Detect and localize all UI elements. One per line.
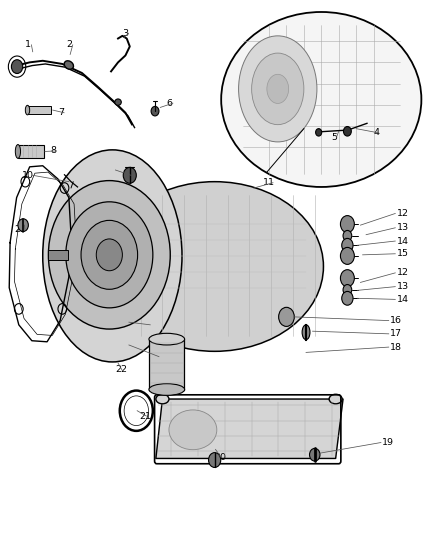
Ellipse shape	[329, 394, 342, 404]
Text: 23: 23	[122, 341, 134, 350]
Circle shape	[208, 453, 221, 467]
Text: 10: 10	[22, 171, 34, 180]
Circle shape	[340, 247, 354, 264]
Circle shape	[343, 126, 351, 136]
Ellipse shape	[25, 106, 30, 115]
Circle shape	[343, 285, 352, 295]
Ellipse shape	[149, 333, 185, 345]
Ellipse shape	[15, 144, 21, 158]
Text: 3: 3	[122, 29, 128, 38]
Text: 17: 17	[390, 329, 402, 338]
Circle shape	[18, 219, 28, 231]
Text: 14: 14	[396, 237, 409, 246]
Circle shape	[96, 239, 122, 271]
Circle shape	[316, 128, 322, 136]
Text: 4: 4	[374, 128, 379, 138]
Bar	[18, 144, 44, 158]
Text: 13: 13	[396, 223, 409, 232]
Text: 24: 24	[122, 318, 134, 327]
Text: 25: 25	[14, 225, 26, 234]
Circle shape	[279, 308, 294, 326]
Text: 16: 16	[390, 316, 402, 325]
Text: 9: 9	[110, 166, 115, 174]
Text: 18: 18	[390, 343, 402, 352]
Circle shape	[342, 292, 353, 305]
Text: 8: 8	[50, 147, 56, 156]
Ellipse shape	[221, 12, 421, 187]
Bar	[149, 339, 184, 390]
Circle shape	[11, 60, 23, 74]
Text: 7: 7	[58, 108, 64, 117]
Ellipse shape	[169, 410, 217, 450]
Text: 20: 20	[215, 453, 226, 462]
Bar	[48, 249, 68, 260]
Text: 21: 21	[140, 411, 152, 421]
Circle shape	[81, 220, 138, 289]
Text: 12: 12	[396, 268, 409, 277]
Ellipse shape	[252, 53, 304, 125]
Circle shape	[340, 270, 354, 287]
Ellipse shape	[64, 61, 74, 69]
Circle shape	[342, 238, 353, 252]
Ellipse shape	[149, 384, 185, 395]
Text: 2: 2	[67, 41, 73, 50]
Text: 12: 12	[396, 209, 409, 218]
Ellipse shape	[156, 394, 169, 404]
Circle shape	[343, 230, 352, 241]
Ellipse shape	[43, 150, 182, 362]
Text: 22: 22	[116, 366, 127, 374]
Polygon shape	[156, 399, 343, 458]
Circle shape	[340, 216, 354, 232]
Text: 5: 5	[331, 133, 337, 142]
Text: 15: 15	[396, 249, 409, 259]
Circle shape	[151, 107, 159, 116]
Ellipse shape	[239, 36, 317, 142]
Ellipse shape	[106, 182, 323, 351]
Text: 19: 19	[382, 438, 394, 447]
Text: 1: 1	[25, 41, 32, 50]
Ellipse shape	[302, 325, 310, 340]
Text: 11: 11	[262, 178, 275, 187]
Bar	[28, 106, 51, 114]
Circle shape	[123, 167, 136, 183]
Circle shape	[310, 448, 320, 461]
Text: 14: 14	[396, 295, 409, 304]
Ellipse shape	[115, 99, 121, 106]
Circle shape	[48, 181, 170, 329]
Text: 13: 13	[396, 282, 409, 291]
Ellipse shape	[267, 74, 289, 103]
Circle shape	[66, 202, 153, 308]
Text: 6: 6	[167, 99, 173, 108]
